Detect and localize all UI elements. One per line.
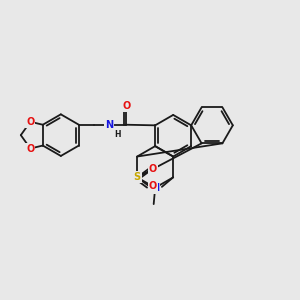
Text: O: O	[148, 164, 157, 174]
Text: N: N	[105, 120, 113, 130]
Text: S: S	[134, 172, 141, 182]
Text: O: O	[148, 181, 157, 191]
Text: O: O	[122, 101, 130, 111]
Text: O: O	[26, 143, 34, 154]
Text: O: O	[26, 117, 34, 127]
Text: N: N	[151, 183, 159, 193]
Text: H: H	[114, 130, 121, 140]
